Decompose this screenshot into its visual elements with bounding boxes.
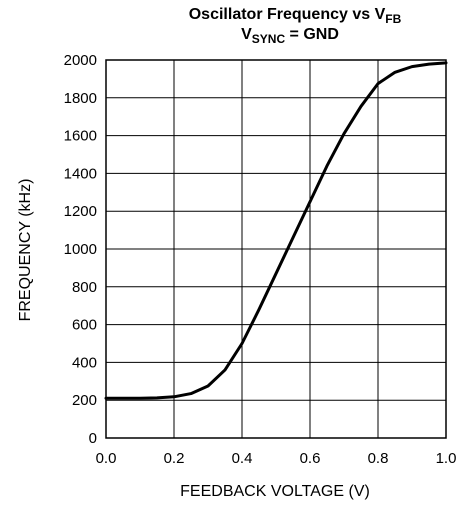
y-tick-label: 1600 <box>64 128 97 145</box>
y-tick-label: 600 <box>72 317 97 334</box>
x-tick-label: 0.4 <box>232 450 253 467</box>
y-tick-label: 2000 <box>64 52 97 69</box>
y-tick-label: 1200 <box>64 203 97 220</box>
y-tick-label: 800 <box>72 279 97 296</box>
subtitle-subscript: SYNC <box>252 32 286 46</box>
y-axis-label: FREQUENCY (kHz) <box>17 179 34 322</box>
x-tick-label: 0.8 <box>368 450 389 467</box>
x-tick-label: 0.0 <box>96 450 117 467</box>
x-tick-label: 0.2 <box>164 450 185 467</box>
x-tick-labels: 0.0 0.2 0.4 0.6 0.8 1.0 <box>96 450 457 467</box>
data-series <box>104 61 448 400</box>
y-tick-label: 200 <box>72 392 97 409</box>
subtitle-main-text: V <box>241 26 252 43</box>
grid-lines <box>105 59 447 439</box>
x-tick-label: 0.6 <box>300 450 321 467</box>
title-main-subscript: FB <box>385 12 401 26</box>
y-tick-label: 1800 <box>64 90 97 107</box>
subtitle-rest-text: = GND <box>285 26 339 43</box>
y-tick-label: 400 <box>72 354 97 371</box>
title-main-text: Oscillator Frequency vs V <box>189 6 386 23</box>
series-line <box>104 61 448 400</box>
chart-title: Oscillator Frequency vs VFB VSYNC = GND <box>189 6 402 46</box>
title-line-1: Oscillator Frequency vs VFB <box>189 6 402 26</box>
y-tick-labels: 0 200 400 600 800 1000 1200 1400 1600 1800 2000 <box>64 52 97 447</box>
y-tick-label: 0 <box>89 430 97 447</box>
x-tick-label: 1.0 <box>436 450 457 467</box>
y-tick-label: 1000 <box>64 241 97 258</box>
title-line-2: VSYNC = GND <box>241 26 339 46</box>
plot-frame <box>105 59 447 439</box>
x-axis-label: FEEDBACK VOLTAGE (V) <box>180 483 370 500</box>
y-tick-label: 1400 <box>64 165 97 182</box>
